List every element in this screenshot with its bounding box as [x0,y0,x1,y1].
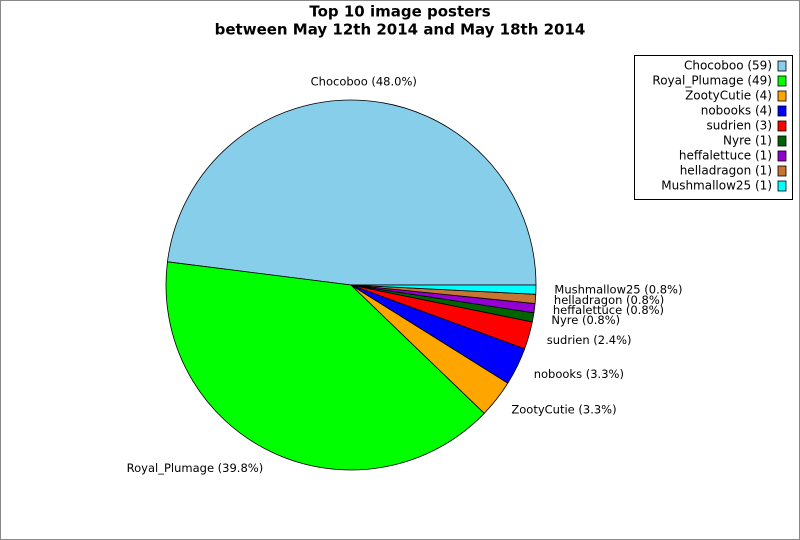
legend-label: ZootyCutie (4) [685,89,772,103]
legend-swatch [777,90,787,102]
legend-label: Chocoboo (59) [684,59,772,73]
legend-swatch [777,120,787,132]
legend-swatch [777,105,787,117]
slice-label: Nyre (0.8%) [551,313,620,327]
slice-label: heffalettuce (0.8%) [553,303,664,317]
legend-label: Royal_Plumage (49) [652,74,772,88]
pie-slice [167,99,537,286]
legend-swatch [777,60,787,72]
slice-label: Chocoboo (48.0%) [311,74,417,88]
legend-label: heffalettuce (1) [679,149,772,163]
legend-label: Mushmallow25 (1) [661,179,772,193]
legend-swatch [777,75,787,87]
slice-label: nobooks (3.3%) [534,367,624,381]
legend-swatch [777,150,787,162]
legend-swatch [777,165,787,177]
legend-label: sudrien (3) [706,119,772,133]
legend-box [634,55,793,200]
chart-title: Top 10 image posters [309,3,490,21]
chart-subtitle: between May 12th 2014 and May 18th 2014 [215,21,586,39]
legend-swatch [777,180,787,192]
slice-label: sudrien (2.4%) [547,333,632,347]
pie-slice [165,261,485,471]
slice-label: Royal_Plumage (39.8%) [127,461,264,475]
pie-slice [350,284,537,295]
legend-swatch [777,135,787,147]
slice-label: Mushmallow25 (0.8%) [554,283,682,297]
legend-label: nobooks (4) [701,104,772,118]
slice-label: helladragon (0.8%) [554,293,664,307]
legend-label: Nyre (1) [723,134,772,148]
slice-label: ZootyCutie (3.3%) [511,403,616,417]
legend-label: helladragon (1) [680,164,772,178]
